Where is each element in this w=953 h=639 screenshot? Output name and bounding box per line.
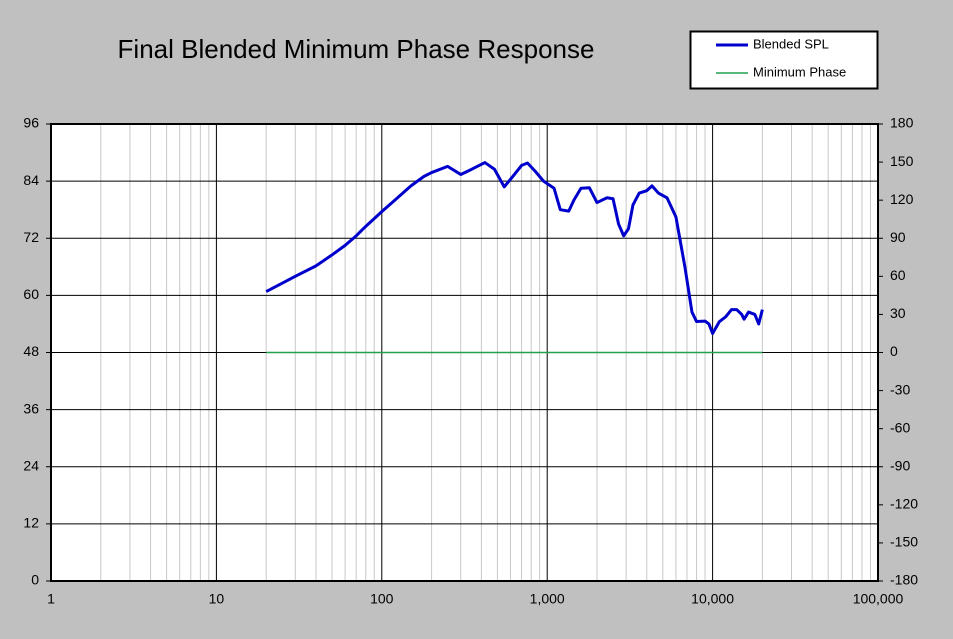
y-tick-label: 48 (23, 343, 39, 359)
series-line (265, 161, 764, 335)
x-tick-label: 1,000 (530, 591, 565, 607)
y2-tick-label: -90 (890, 457, 910, 473)
y-tick-label: 60 (23, 286, 39, 302)
y2-tick-label: -120 (890, 496, 918, 512)
y2-tick-label: 30 (890, 305, 906, 321)
legend-label: Minimum Phase (753, 64, 846, 79)
y-tick-label: 12 (23, 515, 39, 531)
y2-tick-label: -150 (890, 534, 918, 550)
x-tick-label: 100,000 (853, 591, 904, 607)
y-tick-label: 0 (31, 572, 39, 588)
x-tick-label: 10,000 (691, 591, 734, 607)
y2-tick-label: -30 (890, 381, 910, 397)
y-tick-label: 24 (23, 457, 39, 473)
legend (689, 30, 879, 90)
x-tick-label: 10 (209, 591, 225, 607)
plot-border (50, 123, 879, 582)
chart-title: Final Blended Minimum Phase Response (118, 34, 595, 64)
y2-tick-label: 150 (890, 153, 914, 169)
y-tick-label: 84 (23, 172, 39, 188)
y2-tick-label: 180 (890, 115, 914, 131)
y-tick-label: 96 (23, 115, 39, 131)
y2-tick-label: 60 (890, 267, 906, 283)
x-tick-label: 1 (47, 591, 55, 607)
y2-tick-label: 120 (890, 191, 914, 207)
y2-tick-label: -60 (890, 419, 910, 435)
y-tick-label: 72 (23, 229, 39, 245)
y-tick-label: 36 (23, 400, 39, 416)
y2-tick-label: 90 (890, 229, 906, 245)
legend-label: Blended SPL (753, 36, 829, 51)
y2-tick-label: -180 (890, 572, 918, 588)
x-tick-label: 100 (370, 591, 394, 607)
y2-tick-label: 0 (890, 343, 898, 359)
